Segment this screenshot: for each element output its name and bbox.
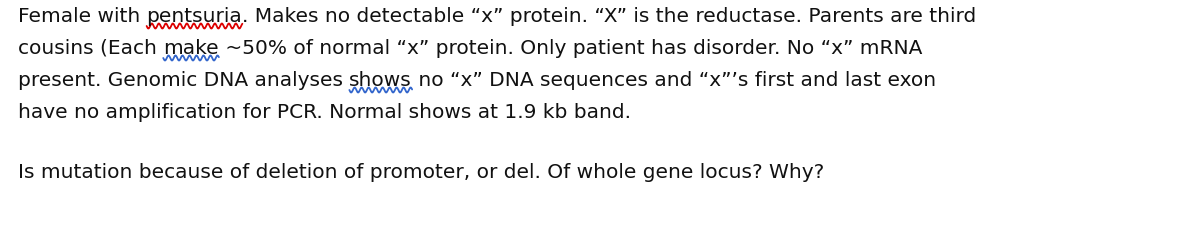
Text: make: make [163, 39, 218, 58]
Text: present. Genomic DNA analyses: present. Genomic DNA analyses [18, 71, 349, 90]
Text: ~50% of normal “x” protein. Only patient has disorder. No “x” mRNA: ~50% of normal “x” protein. Only patient… [218, 39, 923, 58]
Text: cousins (Each: cousins (Each [18, 39, 163, 58]
Text: . Makes no detectable “x” protein. “X” is the reductase. Parents are third: . Makes no detectable “x” protein. “X” i… [242, 7, 977, 26]
Text: shows: shows [349, 71, 412, 90]
Text: no “x” DNA sequences and “x”’s first and last exon: no “x” DNA sequences and “x”’s first and… [412, 71, 936, 90]
Text: Female with: Female with [18, 7, 146, 26]
Text: pentsuria: pentsuria [146, 7, 242, 26]
Text: Is mutation because of deletion of promoter, or del. Of whole gene locus? Why?: Is mutation because of deletion of promo… [18, 163, 824, 182]
Text: have no amplification for PCR. Normal shows at 1.9 kb band.: have no amplification for PCR. Normal sh… [18, 103, 631, 122]
